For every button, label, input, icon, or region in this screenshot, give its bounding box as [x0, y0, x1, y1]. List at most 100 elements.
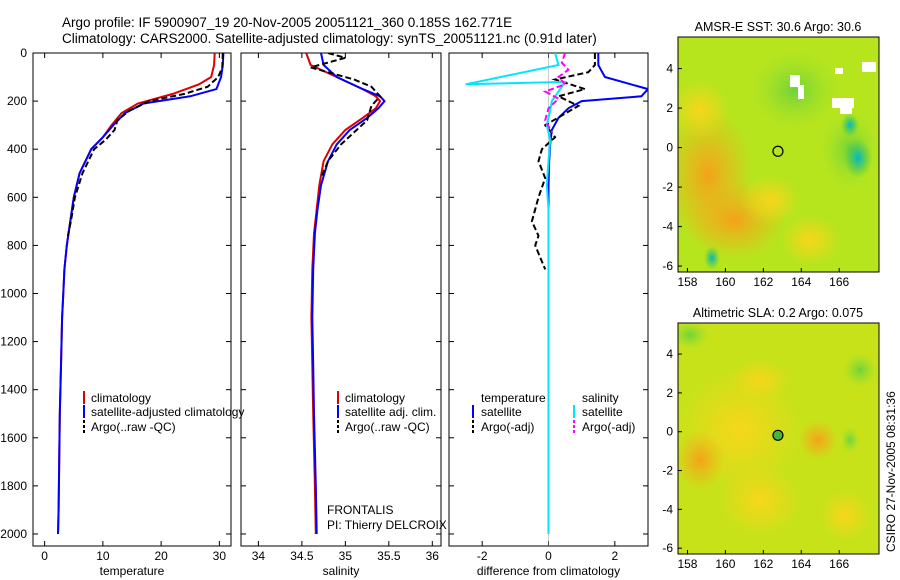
series-line-climatology [305, 53, 382, 535]
sla-low-patch [840, 426, 860, 454]
y-tick-label: 2 [666, 386, 673, 400]
sla-map-frame [677, 322, 880, 555]
x-tick-label: 34 [252, 549, 266, 563]
sla-map-title: Altimetric SLA: 0.2 Argo: 0.075 [693, 306, 863, 320]
sst-cold-patch [704, 246, 720, 270]
sst-missing-data [862, 62, 876, 72]
legend-label-climatology: climatology [345, 391, 405, 405]
plot-frame [32, 52, 232, 547]
y-tick-label: -6 [662, 541, 673, 555]
float-name: FRONTALIS [327, 503, 393, 517]
series-line-satellite-adj-clim [311, 53, 386, 535]
legend-label-climatology: climatology [91, 391, 151, 405]
series-line-argo-raw-qc [66, 53, 224, 237]
y-tick-label: 1400 [0, 383, 27, 397]
series-line-climatology [57, 53, 216, 535]
x-tick-label: 20 [154, 549, 168, 563]
y-tick-label: 400 [7, 142, 27, 156]
x-tick-label: 0 [41, 549, 48, 563]
temperature-panel: 0 200 400 600 800 1000 1200 1400 1600 1800 2000 0 10… [0, 46, 232, 578]
y-tick-label: 4 [666, 347, 673, 361]
legend-header-salinity: salinity [582, 391, 619, 405]
salinity-legend: climatology satellite adj. clim. Argo(..… [337, 391, 436, 434]
header-line-1: Argo profile: IF 5900907_19 20-Nov-2005 … [62, 15, 512, 30]
series-line-salinity-satellite [465, 53, 568, 534]
y-tick-label: -6 [662, 259, 673, 273]
x-tick-label: 160 [715, 275, 735, 289]
sst-map-frame [677, 36, 880, 273]
y-tick-label: 0 [666, 425, 673, 439]
sla-high-patch [730, 360, 790, 400]
sla-low-patch [842, 352, 878, 388]
y-tick-label: 0 [666, 141, 673, 155]
sst-missing-data [840, 106, 852, 114]
legend-label-sal-argo: Argo(-adj) [582, 420, 635, 434]
series-line-temperature-argo-adj [530, 53, 596, 270]
x-tick-label: 34.5 [290, 549, 314, 563]
x-axis-label: salinity [323, 564, 360, 578]
series-line-temperature-satellite [547, 53, 648, 534]
sst-map-axes: 158 160 162 164 166 -6 -4 -2 0 2 4 [662, 62, 849, 289]
y-tick-label: 2000 [0, 527, 27, 541]
legend-label-satellite: satellite-adjusted climatology [91, 405, 244, 419]
x-tick-label: 10 [96, 549, 110, 563]
sst-missing-data [790, 75, 800, 87]
y-tick-label: -4 [662, 502, 673, 516]
sst-warm-patch [678, 80, 730, 140]
sla-high-patch [798, 420, 838, 460]
sla-argo-location-marker [772, 429, 784, 441]
sst-warm-patch [780, 215, 840, 265]
x-tick-label: -2 [477, 549, 488, 563]
x-tick-label: 158 [677, 557, 697, 571]
salinity-panel: 34 34.5 35 35.5 36 salinity [240, 52, 442, 578]
x-axis-label: difference from climatology [477, 564, 620, 578]
legend-label-argo: Argo(..raw -QC) [91, 420, 176, 434]
y-tick-label: 600 [7, 190, 27, 204]
x-tick-label: 166 [829, 557, 849, 571]
sla-map [678, 323, 879, 554]
x-tick-label: 164 [791, 557, 811, 571]
temperature-legend: climatology satellite-adjusted climatolo… [83, 391, 244, 434]
legend-label-argo: Argo(..raw -QC) [345, 420, 430, 434]
y-tick-label: 4 [666, 62, 673, 76]
legend-label-temp-argo: Argo(-adj) [481, 420, 534, 434]
legend-header-temperature: temperature [481, 391, 546, 405]
sst-cold-patch [841, 113, 859, 137]
sst-warm-patch [740, 175, 800, 225]
sla-high-patch [820, 490, 870, 540]
x-tick-label: 35 [339, 549, 353, 563]
series-line-satellite-adjusted-climatology [57, 53, 225, 535]
sst-cold-patch [844, 138, 872, 178]
sst-missing-data [832, 98, 854, 108]
sst-map-title: AMSR-E SST: 30.6 Argo: 30.6 [695, 20, 862, 34]
sst-missing-data [835, 68, 843, 74]
y-tick-label: 1000 [0, 286, 27, 300]
y-tick-label: -4 [662, 220, 673, 234]
x-tick-label: 36 [426, 549, 440, 563]
x-tick-label: 162 [753, 275, 773, 289]
legend-label-satellite: satellite adj. clim. [345, 405, 436, 419]
y-tick-label: 0 [20, 46, 27, 60]
y-tick-label: 1200 [0, 335, 27, 349]
x-axis-label: temperature [100, 564, 165, 578]
y-tick-label: 1600 [0, 431, 27, 445]
x-tick-label: 30 [213, 549, 227, 563]
difference-legend: temperature salinity satellite Argo(-adj… [472, 391, 635, 434]
sla-high-patch [720, 465, 800, 535]
sla-high-patch [678, 430, 725, 490]
y-tick-label: -2 [662, 180, 673, 194]
sst-cool-patch [750, 50, 840, 130]
sst-map [678, 37, 879, 272]
y-tick-label: 800 [7, 238, 27, 252]
sst-missing-data [798, 85, 804, 99]
y-tick-label: 200 [7, 94, 27, 108]
x-tick-label: 166 [829, 275, 849, 289]
y-tick-label: -2 [662, 464, 673, 478]
y-tick-label: 1800 [0, 479, 27, 493]
x-tick-label: 162 [753, 557, 773, 571]
header-line-2: Climatology: CARS2000. Satellite-adjuste… [62, 31, 597, 46]
series-line-argo-raw-qc [306, 53, 382, 179]
plot-frame [240, 52, 442, 547]
x-tick-label: 164 [791, 275, 811, 289]
